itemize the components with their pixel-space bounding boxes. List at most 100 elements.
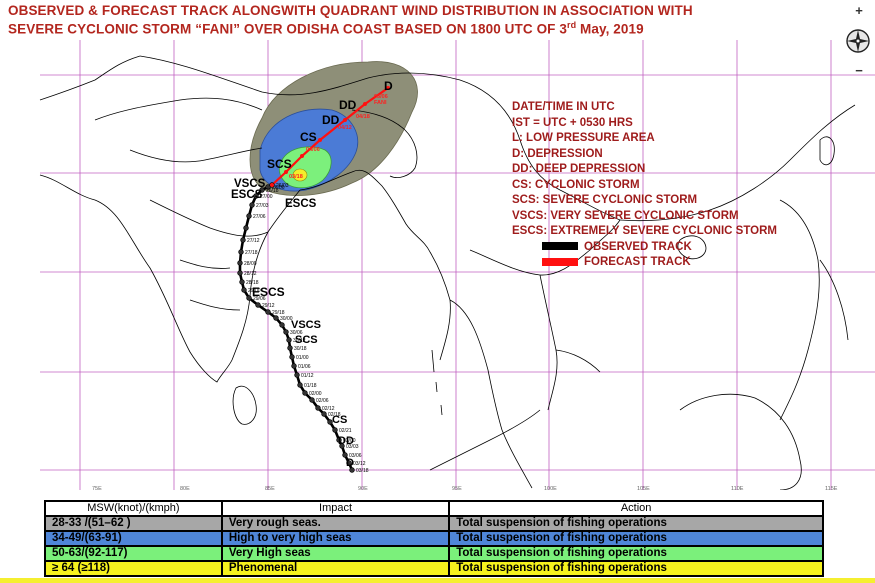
observed-track-point [279,322,285,328]
legend-line: SCS: SEVERE CYCLONIC STORM [512,194,698,206]
stage-label: ESCS [285,198,317,210]
longitude-tick-label: 85E [265,486,275,492]
observed-track-point [346,460,352,466]
observed-time-label: 26/06 [272,185,285,191]
forecast-time-label: FANI [374,100,387,106]
msw-cell: 34-49/(63-91) [44,530,223,547]
compass-icon[interactable] [845,28,871,54]
legend-line: L: LOW PRESSURE AREA [512,132,655,144]
longitude-ticks: 75E 80E 85E 90E 95E 100E 105E 110E 115E [92,486,838,492]
observed-track-point [315,405,321,411]
observed-time-label: 29/00 [248,288,261,294]
col-action: Action [448,500,824,517]
forecast-time-label: 04/18 [356,114,370,120]
observed-track-point [294,372,300,378]
legend-forecast: FORECAST TRACK [512,255,777,271]
observed-time-label: 01/12 [301,373,314,379]
observed-track-point [253,193,259,199]
title-line-2: SEVERE CYCLONIC STORM “FANI” OVER ODISHA… [8,18,808,37]
stage-label: ESCS [252,285,285,299]
observed-track-point [283,329,289,335]
legend-line: DD: DEEP DEPRESSION [512,163,646,175]
action-cell: Total suspension of fishing operations [448,560,824,577]
legend-line: VSCS: VERY SEVERE CYCLONIC STORM [512,209,739,222]
observed-time-label: 02/21 [339,428,352,434]
stage-label: SCS [295,334,318,346]
forecast-track-point [318,138,322,142]
col-impact: Impact [220,500,451,517]
observed-track-point [327,419,333,425]
action-cell: Total suspension of fishing operations [448,545,824,562]
observed-track-point [332,427,338,433]
observed-track-point [238,249,244,255]
title-line-2-post: May, 2019 [576,21,644,37]
observed-track-point [309,397,315,403]
action-cell: Total suspension of fishing operations [448,515,824,532]
observed-time-label: 27/06 [253,214,266,220]
forecast-track-point [343,118,347,122]
forecast-stage-label: SCS [267,157,292,171]
observed-track-point [321,411,327,417]
observed-time-label: 27/12 [247,238,260,244]
observed-track-point [240,237,246,243]
longitude-tick-label: 75E [92,486,102,492]
graticule [40,40,875,490]
table-row: ≥ 64 (≥118) Phenomenal Total suspension … [44,560,824,577]
observed-track-point [241,287,247,293]
observed-track-point [239,279,245,285]
zone-64-plus [292,168,308,182]
observed-time-label: 03/06 [349,453,362,459]
observed-track-point [255,302,261,308]
observed-track-point [246,295,252,301]
observed-time-label: 30/18 [294,346,307,352]
observed-track-point [336,437,342,443]
map-title: OBSERVED & FORECAST TRACK ALONGWITH QUAD… [8,3,808,37]
observed-track-point [249,202,255,208]
table-row: 34-49/(63-91) High to very high seas Tot… [44,530,824,547]
observed-time-label: 26/18 [266,188,279,194]
observed-time-label: 03/12 [353,461,366,467]
observed-time-label: 02/18 [328,412,341,418]
observed-time-label: 02/12 [322,406,335,412]
impact-cell: Very rough seas. [220,515,451,532]
legend-line: IST = UTC + 0530 HRS [512,116,633,129]
observed-track-point [265,309,271,315]
observed-time-label: 02/06 [316,398,329,404]
table-row: 28-33 /(51–62 ) Very rough seas. Total s… [44,515,824,532]
forecast-stage-label: CS [300,130,317,144]
forecast-time-label: 05/06 [374,94,388,100]
msw-cell: 50-63/(92-117) [44,545,223,562]
forecast-track-point [300,154,304,158]
observed-track-point [237,270,243,276]
stage-label: VSCS [234,178,266,190]
action-cell: Total suspension of fishing operations [448,530,824,547]
observed-label: OBSERVED TRACK [584,240,692,253]
observed-track-point [291,363,297,369]
longitude-tick-label: 115E [825,486,838,492]
forecast-time-label: 03/18 [289,174,303,180]
forecast-track-point [363,102,367,106]
observed-track-point [246,213,252,219]
observed-track-point [273,315,279,321]
stage-label: ESCS [231,189,263,201]
title-sup: rd [566,20,577,30]
zoom-in-button[interactable]: + [855,3,863,18]
observed-time-label: 01/06 [298,364,311,370]
observed-time-label: 30/12 [293,338,306,344]
observed-time-label: 27/03 [256,203,269,209]
zoom-out-button[interactable]: − [855,63,863,78]
longitude-tick-label: 90E [358,486,368,492]
observed-time-label: 03/00 [343,438,356,444]
forecast-track-point [386,86,390,90]
observed-track-point [302,390,308,396]
forecast-track-point [284,170,288,174]
legend-line: CS: CYCLONIC STORM [512,178,640,191]
observed-time-label: 27/18 [245,250,258,256]
observed-track-point [349,467,355,473]
legend-line: ESCS: EXTREMELY SEVERE CYCLONIC STORM [512,225,777,237]
observed-track-point [289,354,295,360]
